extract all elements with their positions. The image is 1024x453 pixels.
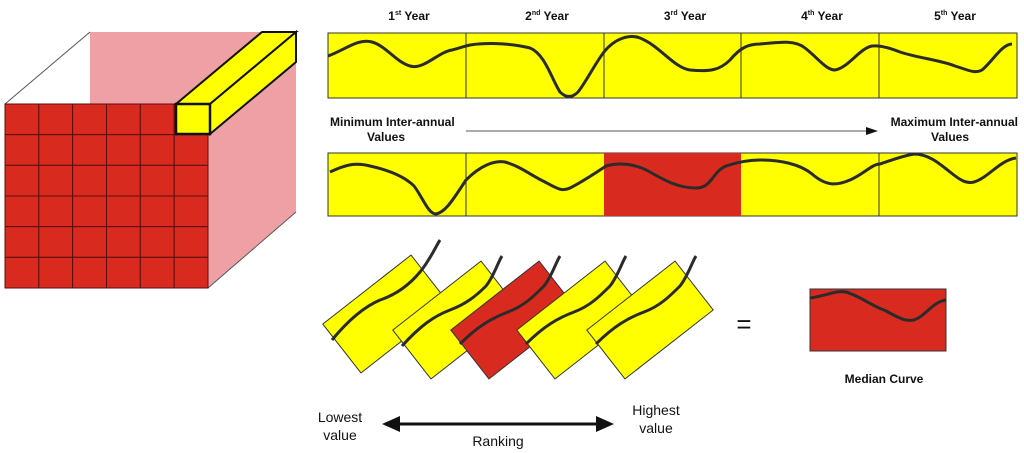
cube-cell: [173, 226, 209, 258]
cube-cell: [4, 195, 40, 228]
cube-cell: [106, 256, 141, 289]
year-label-5: 5th Year: [934, 9, 976, 23]
ranked-card-1: [322, 239, 450, 374]
highest-label-line2: value: [639, 420, 673, 436]
ranked-card-5: [586, 255, 714, 380]
median-curve-label: Median Curve: [845, 372, 924, 386]
cube-cell: [72, 195, 107, 228]
cube-cell: [173, 195, 209, 228]
cube-cell: [139, 226, 175, 258]
card-curve: [330, 239, 442, 341]
cube-cell: [38, 195, 74, 228]
cube-cell: [106, 134, 141, 166]
cube-cell: [38, 164, 74, 197]
arrow-right-head: [596, 416, 614, 432]
median-curve: [809, 290, 947, 322]
card-curve: [400, 255, 504, 348]
cube-cell: [139, 134, 175, 166]
median-box-background: [809, 288, 947, 352]
cube-cell: [72, 256, 107, 289]
sorted-series-strip: [327, 152, 1018, 217]
arrow-left-head: [382, 416, 400, 432]
cube-cell: [139, 195, 175, 228]
cube-cell: [38, 256, 74, 289]
cube-cell: [72, 226, 107, 258]
year-headers: 1st Year 2nd Year 3rd Year 4th Year 5th …: [388, 9, 976, 23]
cube-cell: [173, 256, 209, 289]
cube-cell: [173, 164, 209, 197]
max-label-line1: Maximum Inter-annual: [891, 115, 1018, 129]
cube-cell: [139, 256, 175, 289]
cube-cell: [38, 134, 74, 166]
max-label-line2: Values: [931, 130, 969, 144]
cube-cell: [38, 103, 74, 136]
year-label-4: 4th Year: [801, 9, 843, 23]
cube-cell: [4, 256, 40, 289]
ranking-axis: Lowest value Ranking Highest value: [318, 402, 680, 449]
card-curve: [458, 255, 562, 346]
cube-cell: [4, 103, 40, 136]
cube-cell: [106, 226, 141, 258]
year-label-3: 3rd Year: [664, 9, 707, 23]
highest-label-line1: Highest: [632, 402, 680, 418]
cube-front-grid: [4, 103, 209, 289]
pixel-column-front: [174, 102, 212, 136]
card-curve: [524, 255, 628, 346]
cube-cell: [38, 226, 74, 258]
median-curve-box: [809, 288, 947, 352]
cube-cell: [106, 103, 141, 136]
cube-cell: [4, 134, 40, 166]
year-label-2: 2nd Year: [525, 9, 569, 23]
cube-cell: [106, 195, 141, 228]
year-label-1: 1st Year: [388, 9, 430, 23]
cube-cell: [139, 164, 175, 197]
annual-curve: [327, 35, 1013, 98]
cube-cell: [72, 164, 107, 197]
cube-cell: [4, 164, 40, 197]
ranking-arrow-head: [866, 127, 878, 135]
min-label-line1: Minimum Inter-annual: [330, 115, 455, 129]
sorted-curve: [329, 152, 1017, 216]
min-label-line2: Values: [367, 130, 405, 144]
cube-cell: [4, 226, 40, 258]
cube-edge-top-left: [4, 31, 91, 105]
ranked-card-4: [516, 255, 644, 380]
cube-edge-bottom-right: [207, 211, 297, 289]
cube-cell: [106, 164, 141, 197]
strip-background: [327, 32, 1018, 99]
equals-sign: =: [736, 309, 751, 339]
cube-cell: [139, 103, 175, 136]
ranked-cards: [322, 239, 714, 380]
inter-annual-arrow-group: Minimum Inter-annual Values Maximum Inte…: [330, 115, 1018, 144]
cube-cell: [72, 103, 107, 136]
lowest-label-line1: Lowest: [318, 409, 362, 425]
lowest-label-line2: value: [323, 427, 357, 443]
data-cube: [4, 29, 299, 289]
cube-cell: [173, 134, 209, 166]
ranking-label: Ranking: [472, 433, 523, 449]
card-curve: [594, 255, 698, 346]
annual-series-strip: [327, 32, 1018, 99]
cube-cell: [72, 134, 107, 166]
